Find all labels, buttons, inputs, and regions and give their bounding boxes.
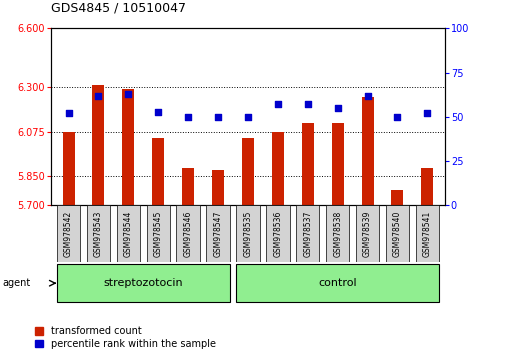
Bar [117, 205, 140, 262]
Bar [391, 190, 402, 205]
Text: GSM978539: GSM978539 [362, 210, 371, 257]
Bar [57, 264, 230, 302]
Text: GSM978543: GSM978543 [94, 210, 103, 257]
Bar [63, 132, 74, 205]
Bar [361, 97, 373, 205]
Bar [236, 205, 259, 262]
Point [214, 114, 222, 120]
Bar [301, 123, 313, 205]
Point [94, 93, 103, 98]
Bar [87, 205, 110, 262]
Text: GSM978544: GSM978544 [124, 210, 133, 257]
Bar [57, 205, 80, 262]
Text: GSM978535: GSM978535 [243, 210, 252, 257]
Point [154, 109, 162, 114]
Text: GSM978542: GSM978542 [64, 211, 73, 257]
Bar [355, 205, 378, 262]
Text: GSM978541: GSM978541 [422, 211, 431, 257]
Bar [146, 205, 170, 262]
Point [243, 114, 251, 120]
Text: control: control [318, 278, 356, 288]
Bar [295, 205, 319, 262]
Text: GSM978540: GSM978540 [392, 210, 401, 257]
Legend: transformed count, percentile rank within the sample: transformed count, percentile rank withi… [35, 326, 215, 349]
Text: GSM978547: GSM978547 [213, 210, 222, 257]
Point [184, 114, 192, 120]
Bar [385, 205, 409, 262]
Point [333, 105, 341, 111]
Bar [176, 205, 199, 262]
Point [392, 114, 400, 120]
Bar [266, 205, 289, 262]
Bar [212, 170, 224, 205]
Text: GSM978546: GSM978546 [183, 210, 192, 257]
Point [124, 91, 132, 97]
Bar [421, 168, 432, 205]
Text: GDS4845 / 10510047: GDS4845 / 10510047 [50, 1, 185, 14]
Text: GSM978538: GSM978538 [332, 211, 341, 257]
Bar [92, 85, 104, 205]
Point [64, 110, 72, 116]
Text: agent: agent [3, 278, 31, 288]
Bar [325, 205, 348, 262]
Point [303, 102, 311, 107]
Text: streptozotocin: streptozotocin [104, 278, 183, 288]
Point [273, 102, 281, 107]
Text: GSM978545: GSM978545 [154, 210, 163, 257]
Point [423, 110, 431, 116]
Text: GSM978537: GSM978537 [302, 210, 312, 257]
Text: GSM978536: GSM978536 [273, 210, 282, 257]
Bar [206, 205, 229, 262]
Bar [241, 138, 254, 205]
Bar [415, 205, 438, 262]
Bar [122, 89, 134, 205]
Bar [271, 132, 283, 205]
Bar [152, 138, 164, 205]
Bar [182, 168, 194, 205]
Bar [235, 264, 438, 302]
Bar [331, 123, 343, 205]
Point [363, 93, 371, 98]
